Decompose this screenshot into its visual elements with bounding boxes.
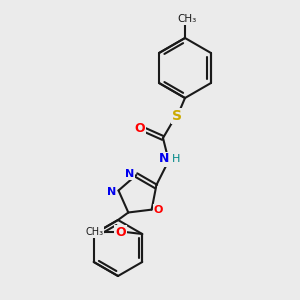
Text: O: O <box>135 122 145 136</box>
Text: CH₃: CH₃ <box>85 227 103 237</box>
Text: N: N <box>107 187 116 196</box>
Text: O: O <box>115 226 126 238</box>
Text: N: N <box>159 152 169 166</box>
Text: S: S <box>172 109 182 123</box>
Text: H: H <box>172 154 180 164</box>
Text: CH₃: CH₃ <box>177 14 196 24</box>
Text: O: O <box>154 205 163 214</box>
Text: N: N <box>124 169 134 179</box>
